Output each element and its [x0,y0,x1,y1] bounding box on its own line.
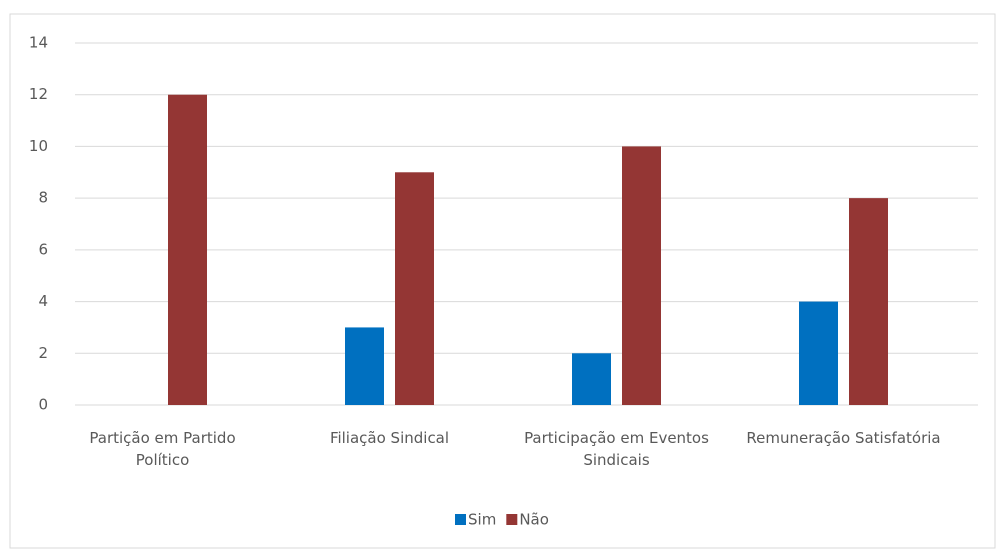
y-tick-label: 8 [38,189,48,207]
bar [168,94,207,405]
y-tick-label: 4 [38,292,48,310]
bar [345,327,384,405]
bar [799,301,838,405]
legend-label: Não [519,511,549,529]
y-tick-label: 12 [29,85,48,103]
x-tick-label: Partição em Partido Político [89,429,236,469]
x-tick-label: Participação em Eventos Sindicais [524,429,709,469]
legend-label: Sim [468,511,496,529]
y-tick-label: 0 [38,396,48,414]
x-tick-label: Remuneração Satisfatória [746,429,941,447]
y-tick-label: 6 [38,240,48,258]
y-tick-label: 2 [38,344,48,362]
legend-swatch [506,514,518,525]
legend-swatch [455,514,466,525]
x-tick-label: Filiação Sindical [329,429,450,447]
bar [572,353,611,405]
y-tick-label: 10 [29,137,48,155]
bar [395,172,434,405]
bar [849,198,888,405]
bar [622,146,661,405]
y-tick-label: 14 [29,34,48,52]
